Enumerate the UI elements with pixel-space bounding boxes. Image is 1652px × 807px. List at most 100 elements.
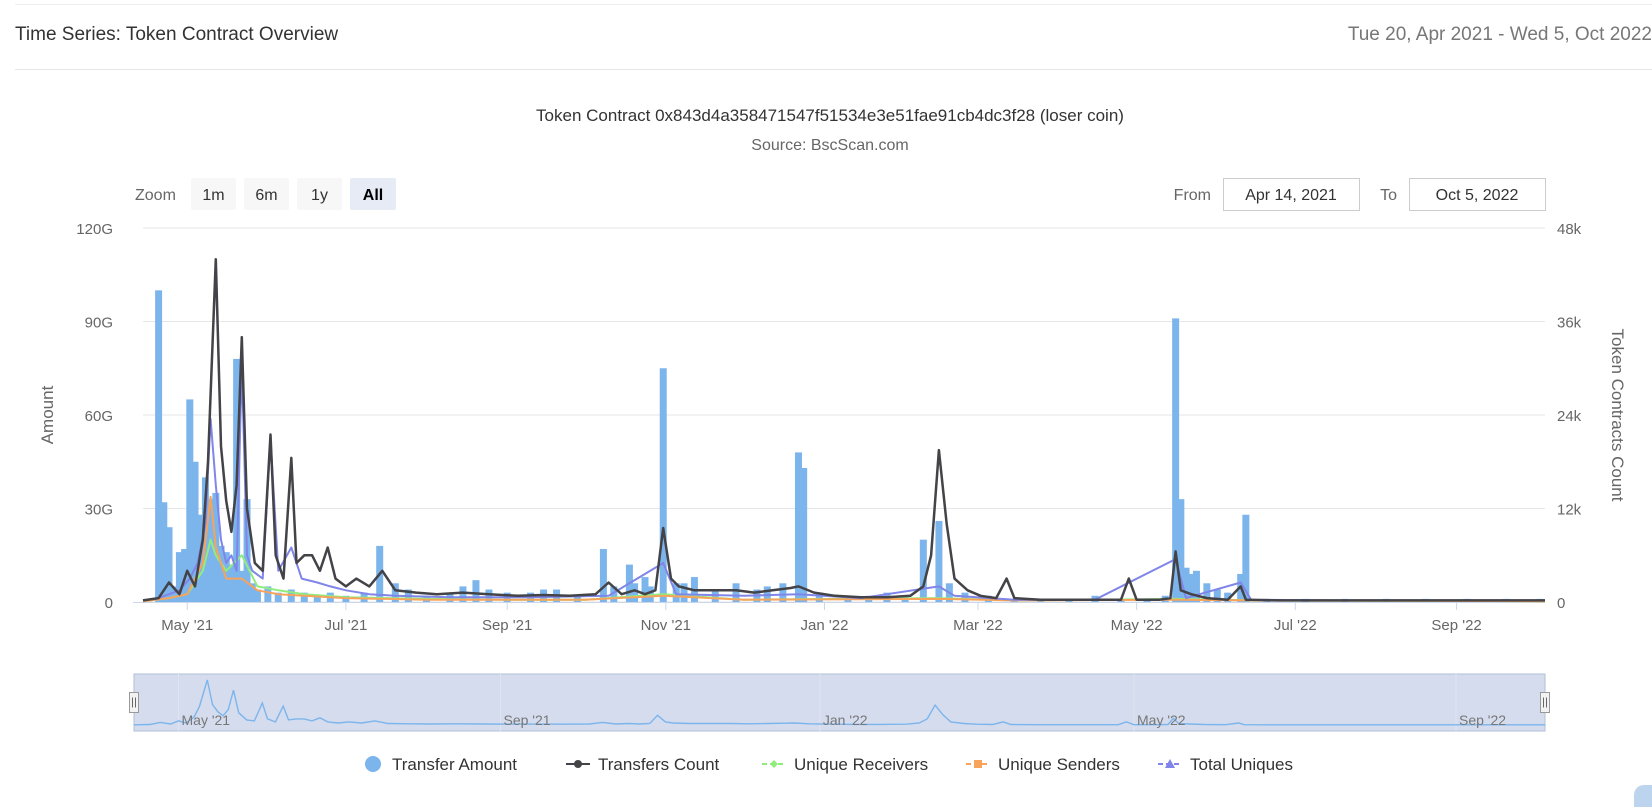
zoom-button-1m[interactable]: 1m [191, 178, 236, 210]
y-tick-left: 120G [76, 221, 113, 238]
y-tick-right: 48k [1557, 221, 1582, 238]
line-unique-senders [142, 495, 1546, 603]
x-tick-label: Sep '21 [482, 617, 532, 634]
bar-transfer-amount [186, 399, 194, 602]
bar-transfer-amount [680, 583, 688, 602]
legend-symbol [1165, 759, 1175, 768]
navigator-label: Sep '22 [1459, 712, 1506, 728]
zoom-button-1y[interactable]: 1y [297, 178, 342, 210]
bar-transfer-amount [1177, 499, 1185, 602]
legend-item[interactable]: Transfer Amount [365, 755, 517, 774]
legend-symbol [574, 760, 582, 768]
to-label: To [1380, 187, 1397, 204]
chart-title: Token Contract 0x843d4a358471547f51534e3… [536, 106, 1124, 125]
zoom-label: Zoom [135, 187, 176, 204]
header-divider [15, 69, 1652, 70]
legend-label: Transfers Count [598, 755, 720, 774]
navigator-label: May '21 [182, 712, 231, 728]
x-tick-label: Jul '22 [1274, 617, 1317, 634]
legend-symbol [365, 756, 381, 772]
zoom-button-6m[interactable]: 6m [244, 178, 289, 210]
navigator-handle-right[interactable] [1540, 692, 1550, 713]
bar-transfer-amount [659, 368, 667, 602]
zoom-button-6m-label: 6m [255, 187, 277, 204]
legend-symbol [770, 760, 778, 768]
top-rule [15, 4, 1652, 5]
legend-symbol [974, 760, 982, 768]
bar-transfer-amount [1192, 570, 1200, 602]
navigator-label: May '22 [1137, 712, 1186, 728]
y-tick-left: 30G [85, 502, 113, 519]
legend-label: Transfer Amount [392, 755, 517, 774]
bar-transfer-amount [800, 467, 808, 602]
series-lines [142, 257, 1546, 603]
bar-transfer-amount [253, 589, 261, 602]
y-tick-left: 0 [105, 595, 113, 612]
bar-transfer-amount [779, 583, 787, 602]
from-date-input[interactable]: Apr 14, 2021 [1223, 178, 1360, 211]
bar-transfer-amount [165, 527, 173, 602]
to-date-input[interactable]: Oct 5, 2022 [1409, 178, 1546, 211]
legend-label: Unique Receivers [794, 755, 928, 774]
page-title: Time Series: Token Contract Overview [15, 24, 339, 45]
x-tick-label: May '22 [1111, 617, 1163, 634]
legend-item[interactable]: Unique Receivers [762, 755, 928, 774]
bar-transfer-amount [610, 586, 618, 602]
x-tick-label: Mar '22 [953, 617, 1003, 634]
bar-transfer-amount [300, 592, 308, 602]
navigator[interactable]: May '21 Sep '21 Jan '22 May '22 Sep '22 [129, 673, 1550, 732]
y-tick-right: 0 [1557, 595, 1565, 612]
legend-label: Unique Senders [998, 755, 1120, 774]
navigator-label: Jan '22 [823, 712, 868, 728]
navigator-handle-left[interactable] [129, 692, 139, 713]
bar-transfer-amount [459, 586, 467, 602]
bar-transfer-amount [313, 595, 321, 602]
zoom-button-1y-label: 1y [311, 187, 328, 204]
bar-transfer-amount [641, 577, 649, 602]
y-axis-right: 0 12k 24k 36k 48k [1557, 221, 1582, 612]
bar-transfer-amount [155, 290, 163, 602]
bar-transfer-amount [935, 520, 943, 602]
bar-transfer-amount [485, 589, 493, 602]
x-tick-label: Nov '21 [641, 617, 691, 634]
y-tick-right: 24k [1557, 408, 1582, 425]
bar-transfer-amount [160, 502, 168, 602]
bar-transfer-amount [815, 592, 823, 602]
chart-subtitle: Source: BscScan.com [751, 137, 908, 154]
y-axis-right-title: Token Contracts Count [1608, 329, 1627, 502]
bar-transfer-amount [264, 586, 272, 602]
bar-transfer-amount [207, 499, 215, 602]
bar-transfer-amount [1213, 589, 1221, 602]
legend-label: Total Uniques [1190, 755, 1293, 774]
bar-transfer-amount [191, 461, 199, 602]
y-axis-left: 0 30G 60G 90G 120G [76, 221, 113, 612]
legend-item[interactable]: Transfers Count [566, 755, 720, 774]
grid-lines [133, 227, 1545, 603]
transfer-amount-bars [155, 290, 1544, 602]
line-transfers-count [142, 257, 1545, 602]
line-total-uniques [142, 363, 1545, 602]
y-tick-right: 12k [1557, 502, 1582, 519]
y-axis-left-title: Amount [38, 385, 57, 444]
bar-transfer-amount [274, 592, 282, 602]
x-tick-label: Sep '22 [1431, 617, 1481, 634]
bar-transfer-amount [919, 539, 927, 602]
bar-transfer-amount [175, 552, 183, 602]
bar-transfer-amount [1187, 573, 1195, 602]
corner-widget[interactable] [1634, 785, 1652, 807]
y-tick-right: 36k [1557, 315, 1582, 332]
x-tick-label: Jul '21 [324, 617, 367, 634]
bar-transfer-amount [227, 564, 235, 602]
from-date-value: Apr 14, 2021 [1245, 187, 1337, 204]
bar-transfer-amount [732, 583, 740, 602]
navigator-series [133, 679, 1545, 726]
bar-transfer-amount [391, 583, 399, 602]
bar-transfer-amount [248, 583, 256, 602]
zoom-button-all[interactable]: All [350, 178, 396, 210]
bar-transfer-amount [472, 580, 480, 602]
legend-item[interactable]: Total Uniques [1158, 755, 1293, 774]
legend-item[interactable]: Unique Senders [966, 755, 1120, 774]
to-date-value: Oct 5, 2022 [1436, 187, 1519, 204]
date-range-label: Tue 20, Apr 2021 - Wed 5, Oct 2022 [1347, 24, 1652, 45]
